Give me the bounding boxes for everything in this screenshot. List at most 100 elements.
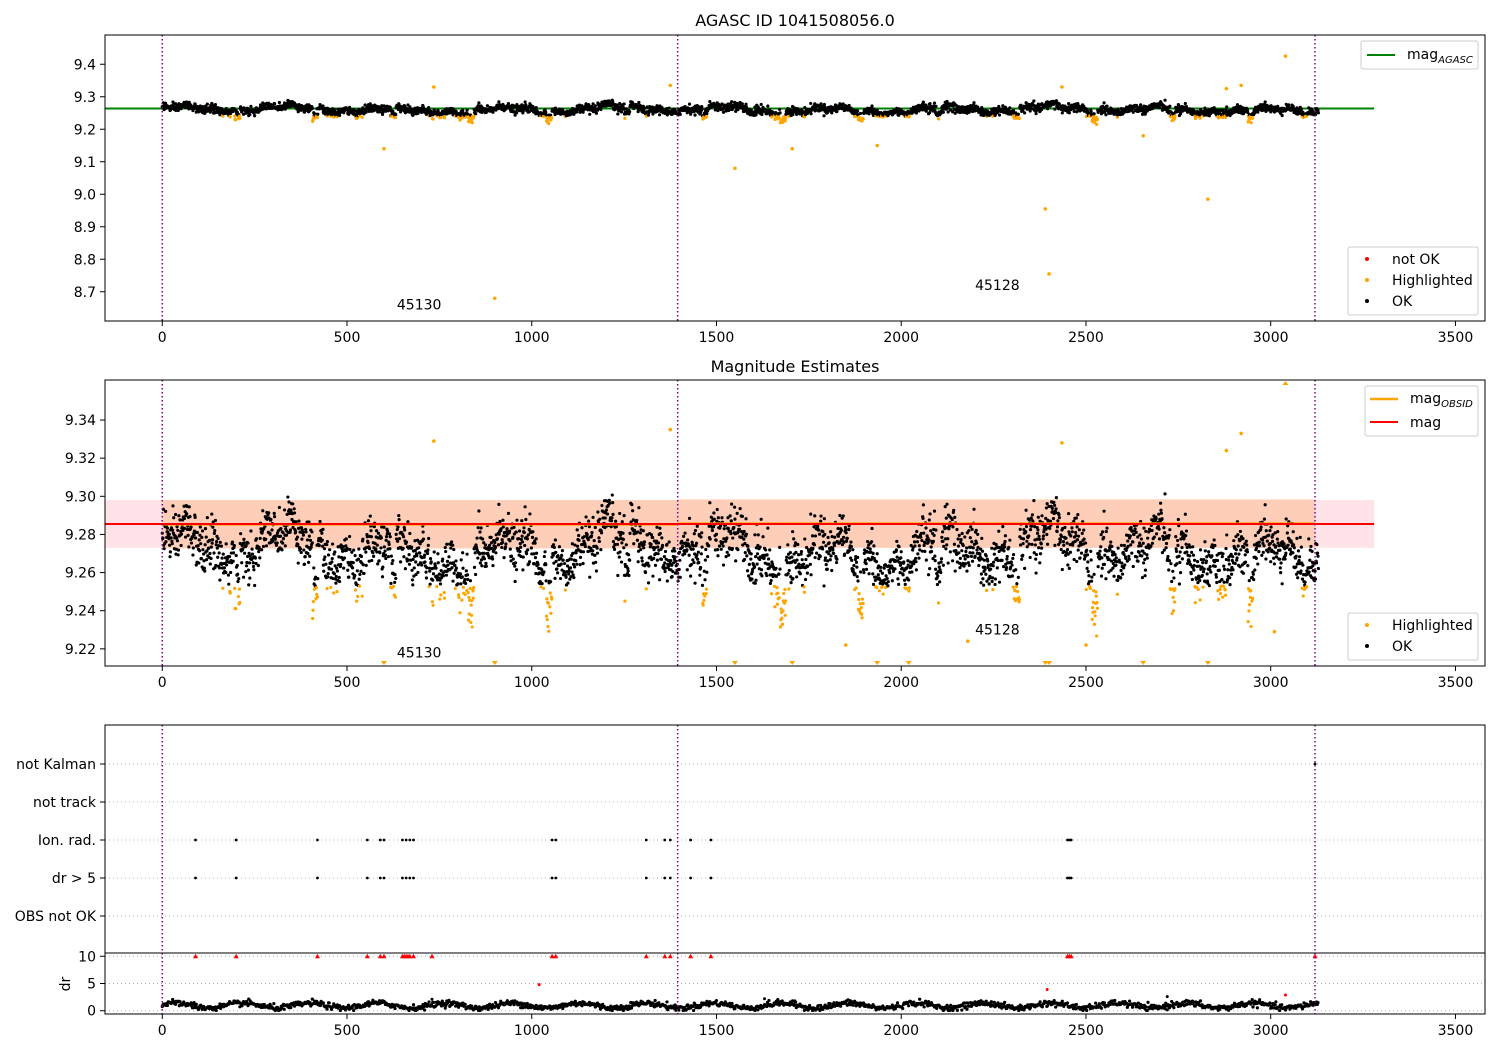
ok-point xyxy=(1163,98,1167,102)
ok-point xyxy=(280,548,284,552)
highlighted-point xyxy=(315,115,320,120)
ok-point xyxy=(193,536,198,540)
ok-point xyxy=(286,495,290,499)
y-tick-label: 8.8 xyxy=(74,252,96,268)
ok-point xyxy=(1014,111,1018,115)
highlighted-point xyxy=(1095,118,1100,122)
ok-point xyxy=(638,531,642,535)
ok-point xyxy=(384,534,389,539)
ok-point xyxy=(202,566,206,570)
ok-point xyxy=(322,569,326,573)
ok-point xyxy=(599,107,603,112)
ok-point xyxy=(371,551,375,555)
ok-point xyxy=(526,548,530,552)
ok-point xyxy=(641,529,645,533)
ok-point xyxy=(299,108,303,112)
ok-point xyxy=(567,572,571,576)
ok-point xyxy=(182,516,187,521)
ok-point xyxy=(946,110,950,114)
highlighted-point xyxy=(472,585,476,590)
ok-point xyxy=(367,546,372,551)
ok-point xyxy=(297,519,301,523)
ok-point xyxy=(500,545,504,550)
ok-point xyxy=(482,551,486,555)
ok-point xyxy=(597,539,601,544)
ok-point xyxy=(216,555,220,559)
ok-point xyxy=(361,563,365,567)
x-tick-label: 3500 xyxy=(1438,330,1474,346)
ok-point xyxy=(698,573,702,577)
x-tick-label: 0 xyxy=(158,330,167,346)
ok-point xyxy=(396,525,400,529)
ok-point xyxy=(288,528,293,532)
ok-point xyxy=(209,556,213,561)
ok-point xyxy=(646,113,651,117)
highlighted-point xyxy=(357,584,362,588)
highlighted-point xyxy=(238,600,242,605)
ok-point xyxy=(730,546,734,551)
ok-point xyxy=(530,535,535,539)
ok-point xyxy=(617,555,621,559)
ok-point xyxy=(1139,103,1143,107)
ok-point xyxy=(800,558,804,562)
ok-point xyxy=(379,536,383,540)
ok-point xyxy=(618,101,622,106)
ok-point xyxy=(766,104,770,108)
highlighted-point xyxy=(1173,114,1177,118)
highlighted-point xyxy=(360,115,364,120)
highlighted-point xyxy=(431,117,435,121)
ok-point xyxy=(322,547,327,551)
highlighted-point xyxy=(546,601,550,605)
ok-point xyxy=(528,512,532,516)
x-tick-label: 1500 xyxy=(699,330,735,346)
ok-point xyxy=(721,563,726,567)
ok-point xyxy=(493,545,498,549)
ok-point xyxy=(544,113,548,117)
ok-point xyxy=(429,560,433,564)
ok-point xyxy=(281,541,285,545)
ok-point xyxy=(715,507,719,512)
ok-point xyxy=(997,113,1002,117)
ok-point xyxy=(358,572,362,576)
highlighted-point xyxy=(644,587,648,591)
ok-point xyxy=(563,561,567,566)
ok-point xyxy=(647,564,651,568)
ok-point xyxy=(338,113,342,117)
ok-point xyxy=(321,527,325,531)
ok-point xyxy=(591,102,595,106)
ok-point xyxy=(477,509,481,513)
ok-point xyxy=(320,538,324,542)
ok-point xyxy=(1049,103,1053,108)
ok-point xyxy=(384,109,388,113)
ok-point xyxy=(361,537,365,541)
highlighted-point xyxy=(393,595,398,599)
highlighted-point xyxy=(430,600,434,604)
ok-point xyxy=(518,549,522,554)
ok-point xyxy=(762,556,766,560)
ok-point xyxy=(614,519,618,523)
y-tick-label: 9.1 xyxy=(74,155,96,171)
ok-point xyxy=(183,535,188,539)
ok-point xyxy=(401,546,405,551)
ok-point xyxy=(590,530,594,535)
ok-point xyxy=(591,549,595,553)
ok-point xyxy=(536,563,540,567)
ok-point xyxy=(200,529,205,533)
ok-point xyxy=(384,538,388,542)
ok-point xyxy=(374,547,378,551)
ok-point xyxy=(383,549,387,553)
ok-point xyxy=(272,511,276,515)
ok-point xyxy=(1072,109,1076,113)
ok-point xyxy=(813,555,817,560)
ok-point xyxy=(242,541,246,545)
ok-point xyxy=(294,103,298,107)
ok-point xyxy=(506,102,511,106)
ok-point xyxy=(465,552,469,556)
ok-point xyxy=(412,566,416,570)
ok-point xyxy=(165,526,170,530)
ok-point xyxy=(302,562,307,566)
ok-point xyxy=(560,549,565,553)
ok-point xyxy=(577,538,581,542)
ok-point xyxy=(249,529,253,533)
ok-point xyxy=(504,542,508,546)
